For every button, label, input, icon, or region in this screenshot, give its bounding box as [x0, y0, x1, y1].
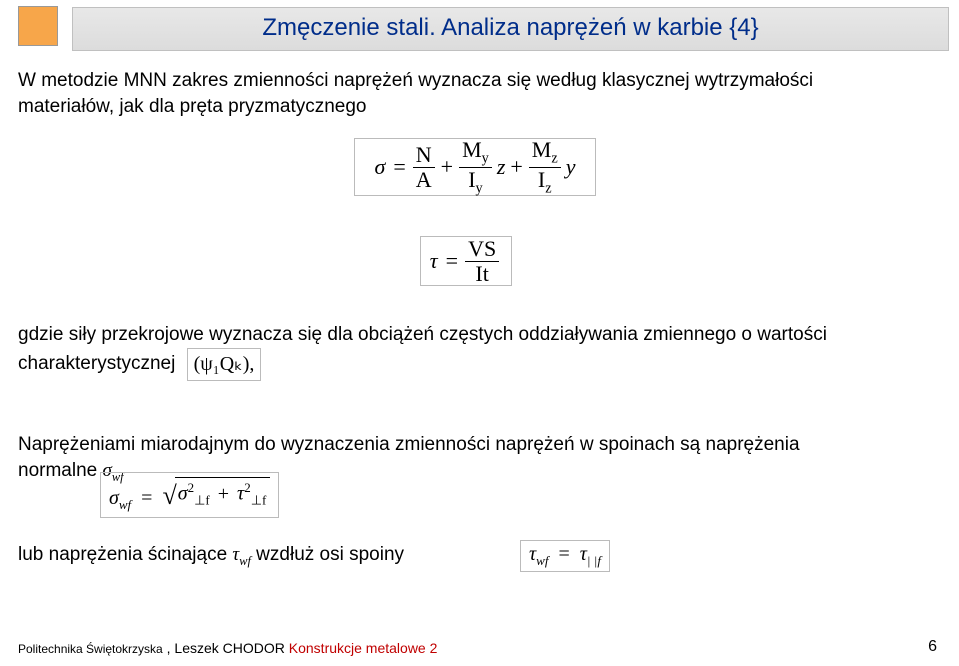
formula-tau-wf: τwf = τ| |f	[520, 540, 610, 572]
formula2-frac: VS It	[465, 237, 499, 284]
footer-page-number: 6	[928, 638, 937, 656]
para2-line2: charakterystycznej	[18, 353, 175, 374]
para4-prefix: lub naprężenia ścinające	[18, 544, 232, 565]
formula-psi-qk: (ψ₁Qₖ),	[187, 348, 262, 381]
para1-line2: materiałów, jak dla pręta pryzmatycznego	[18, 96, 367, 117]
para3-line1: Naprężeniami miarodajnym do wyznaczenia …	[18, 434, 800, 455]
formula-tau-shear: τ = VS It	[420, 236, 512, 286]
para4-suffix: wzdłuż osi spoiny	[251, 544, 404, 565]
formula1-lhs: σ	[375, 154, 386, 180]
para3-line2-prefix: normalne	[18, 460, 103, 481]
title-bar: Zmęczenie stali. Analiza naprężeń w karb…	[72, 7, 949, 51]
orange-square-icon	[18, 6, 58, 46]
formula1-term2: My Iy	[459, 138, 492, 196]
para2-line1: gdzie siły przekrojowe wyznacza się dla …	[18, 324, 827, 345]
tau-wf-sub: wf	[239, 554, 251, 568]
formula-sigma-wf: σwf = √ σ2⊥f + τ2⊥f	[100, 472, 279, 518]
page-title: Zmęczenie stali. Analiza naprężeń w karb…	[85, 14, 936, 42]
para1-line1: W metodzie MNN zakres zmienności napręże…	[18, 70, 813, 91]
paragraph-1: W metodzie MNN zakres zmienności napręże…	[18, 68, 949, 119]
footer-course: Konstrukcje metalowe 2	[289, 640, 438, 656]
footer-author: Leszek CHODOR	[174, 640, 288, 656]
paragraph-2: gdzie siły przekrojowe wyznacza się dla …	[18, 322, 949, 381]
formula-sigma-stress: σ = N A + My Iy z + Mz Iz y	[354, 138, 596, 196]
formula1-term1: N A	[413, 143, 435, 190]
slide-header: Zmęczenie stali. Analiza naprężeń w karb…	[18, 8, 949, 50]
slide-footer: Politechnika Świętokrzyska , Leszek CHOD…	[18, 640, 941, 656]
footer-institution: Politechnika Świętokrzyska	[18, 642, 163, 656]
formula2-lhs: τ	[430, 248, 438, 274]
paragraph-4: lub naprężenia ścinające τwf wzdłuż osi …	[18, 542, 949, 569]
formula1-term3: Mz Iz	[529, 138, 561, 196]
